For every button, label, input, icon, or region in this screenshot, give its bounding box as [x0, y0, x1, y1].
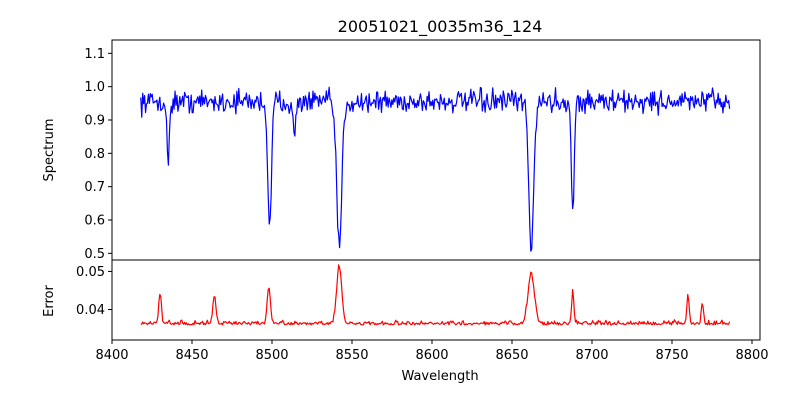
spectrum-y-tick-label: 0.7	[84, 180, 105, 195]
chart-title: 20051021_0035m36_124	[338, 17, 543, 37]
spectrum-y-tick-label: 0.8	[84, 147, 105, 162]
x-tick-label: 8650	[495, 348, 528, 363]
spectrum-y-tick-label: 1.0	[84, 80, 105, 95]
spectrum-y-tick-label: 0.5	[84, 247, 105, 262]
spectrum-y-tick-label: 1.1	[84, 47, 105, 62]
x-tick-label: 8450	[175, 348, 208, 363]
spectrum-plot-area	[112, 40, 760, 260]
spectrum-panel: 0.5 0.6 0.7 0.8 0.9 1.0 1.1 Spectrum	[42, 39, 761, 262]
error-y-tick-label: 0.05	[76, 265, 105, 280]
x-tick-label: 8550	[335, 348, 368, 363]
spectrum-series-line	[140, 86, 731, 252]
spectrum-y-tick-label: 0.6	[84, 214, 105, 229]
x-tick-label: 8750	[655, 348, 688, 363]
error-panel: 0.04 0.05 8400 8450 8500 8550 8600 8650 8700 875…	[42, 259, 769, 384]
spectrum-y-tick-label: 0.9	[84, 114, 105, 129]
x-tick-label: 8500	[255, 348, 288, 363]
spectrum-y-ticks: 0.5 0.6 0.7 0.8 0.9 1.0 1.1	[84, 47, 112, 262]
x-tick-label: 8400	[95, 348, 128, 363]
error-plot	[140, 264, 731, 326]
error-x-ticks: 8400 8450 8500 8550 8600 8650 8700 8750 8800	[95, 340, 769, 363]
error-series-line	[140, 264, 731, 326]
error-axes-frame	[111, 259, 761, 341]
spectrum-y-axis-label: Spectrum	[42, 119, 57, 182]
spectrum-plot	[140, 86, 731, 252]
error-y-tick-label: 0.04	[76, 303, 105, 318]
x-tick-label: 8800	[735, 348, 768, 363]
error-y-axis-label: Error	[42, 285, 57, 317]
x-tick-label: 8600	[415, 348, 448, 363]
x-axis-label: Wavelength	[401, 369, 478, 384]
x-tick-label: 8700	[575, 348, 608, 363]
error-plot-area	[112, 260, 760, 340]
error-y-ticks: 0.04 0.05	[76, 265, 112, 318]
